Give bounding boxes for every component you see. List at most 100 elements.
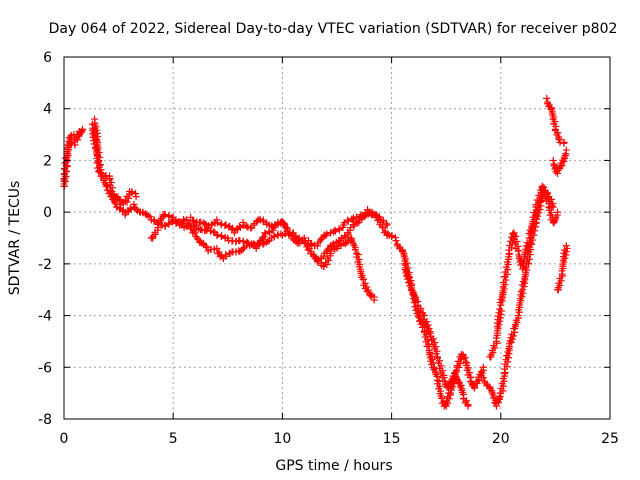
data-point bbox=[561, 151, 569, 159]
data-point bbox=[264, 237, 272, 245]
series-track-p bbox=[554, 242, 571, 294]
data-point bbox=[364, 206, 372, 214]
y-tick-label: -2 bbox=[38, 257, 52, 273]
data-point bbox=[244, 239, 252, 247]
data-point bbox=[554, 208, 562, 216]
y-tick-label: -4 bbox=[38, 309, 52, 325]
data-point bbox=[128, 189, 136, 197]
series-track-o bbox=[549, 146, 570, 177]
data-point bbox=[213, 244, 221, 252]
data-point bbox=[502, 276, 510, 284]
data-point bbox=[143, 211, 151, 219]
series-track-n bbox=[543, 94, 568, 147]
y-tick-label: 4 bbox=[43, 102, 52, 118]
series-track-g bbox=[300, 234, 378, 304]
data-point bbox=[367, 292, 375, 300]
data-point bbox=[350, 222, 358, 230]
data-point bbox=[430, 365, 438, 373]
y-tick-label: -8 bbox=[38, 412, 52, 428]
data-point bbox=[456, 383, 464, 391]
data-point bbox=[176, 219, 184, 227]
data-point bbox=[521, 274, 529, 282]
data-point bbox=[335, 225, 343, 233]
x-axis-label: GPS time / hours bbox=[275, 458, 392, 474]
data-point bbox=[197, 225, 205, 233]
data-point bbox=[132, 193, 140, 201]
chart-title: Day 064 of 2022, Sidereal Day-to-day VTE… bbox=[49, 21, 618, 37]
data-point bbox=[150, 217, 158, 225]
series-track-j bbox=[392, 237, 472, 410]
series-track-e bbox=[147, 211, 304, 263]
data-point bbox=[217, 232, 225, 240]
y-tick-label: 2 bbox=[43, 153, 52, 169]
data-point bbox=[239, 238, 247, 246]
data-point bbox=[130, 200, 138, 208]
data-point bbox=[76, 129, 84, 137]
data-point bbox=[415, 313, 423, 321]
data-point bbox=[214, 231, 222, 239]
data-point bbox=[479, 363, 487, 371]
data-point bbox=[549, 156, 557, 164]
data-point bbox=[270, 232, 278, 240]
data-point bbox=[77, 128, 85, 136]
data-point bbox=[384, 230, 392, 238]
data-point bbox=[560, 138, 568, 146]
data-point bbox=[108, 191, 116, 199]
x-tick-label: 20 bbox=[492, 431, 510, 447]
series-track-i bbox=[311, 206, 391, 264]
data-point bbox=[524, 244, 532, 252]
data-point bbox=[550, 162, 558, 170]
data-point bbox=[202, 242, 210, 250]
y-tick-label: -6 bbox=[38, 360, 52, 376]
plot-frame bbox=[63, 56, 611, 420]
data-point bbox=[498, 292, 506, 300]
data-point bbox=[559, 156, 567, 164]
data-point bbox=[189, 216, 197, 224]
y-tick-label: 0 bbox=[43, 205, 52, 221]
data-point bbox=[283, 224, 291, 232]
data-point bbox=[392, 237, 400, 245]
data-point bbox=[388, 233, 396, 241]
data-point bbox=[504, 348, 512, 356]
series-track-m bbox=[486, 182, 562, 361]
data-point bbox=[495, 394, 503, 402]
x-tick-label: 15 bbox=[383, 431, 401, 447]
data-point bbox=[382, 220, 390, 228]
data-point bbox=[300, 234, 308, 242]
data-point bbox=[340, 239, 348, 247]
data-point bbox=[464, 402, 472, 410]
data-point bbox=[375, 213, 383, 221]
data-point bbox=[307, 240, 315, 248]
data-point bbox=[243, 222, 251, 230]
data-point bbox=[404, 271, 412, 279]
y-axis-ticks: -8 -6 -4 -2 0 2 4 6 bbox=[38, 50, 610, 428]
data-point bbox=[428, 356, 436, 364]
data-point bbox=[259, 234, 267, 242]
data-point bbox=[268, 222, 276, 230]
series-track-f bbox=[187, 213, 291, 237]
x-tick-label: 5 bbox=[169, 431, 178, 447]
data-point bbox=[304, 246, 312, 254]
data-point bbox=[213, 219, 221, 227]
data-point bbox=[276, 219, 284, 227]
data-point bbox=[191, 229, 199, 237]
data-marks bbox=[60, 94, 571, 410]
data-point bbox=[205, 222, 213, 230]
y-tick-label: 6 bbox=[43, 50, 52, 66]
data-point bbox=[383, 221, 391, 229]
data-point bbox=[441, 377, 449, 385]
data-point bbox=[424, 326, 432, 334]
data-point bbox=[497, 295, 505, 303]
data-point bbox=[417, 320, 425, 328]
data-point bbox=[112, 200, 120, 208]
data-point bbox=[235, 222, 243, 230]
data-point bbox=[526, 226, 534, 234]
data-point bbox=[146, 213, 154, 221]
data-point bbox=[164, 219, 172, 227]
data-point bbox=[506, 250, 514, 258]
data-point bbox=[440, 374, 448, 382]
series-track-d bbox=[88, 120, 308, 250]
data-point bbox=[370, 296, 378, 304]
data-point bbox=[343, 238, 351, 246]
